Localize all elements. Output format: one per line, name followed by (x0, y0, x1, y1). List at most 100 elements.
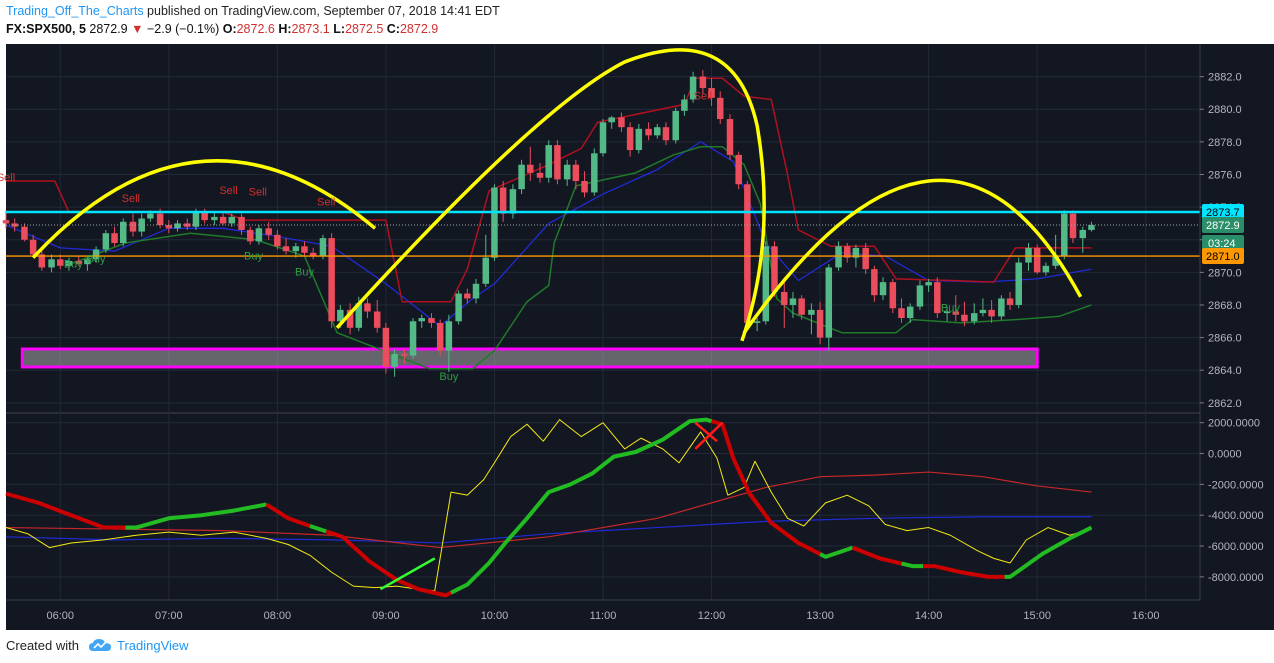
chart-canvas[interactable]: Sell Sell Sell Sell Sell Sell Buy Buy Buy Buy Buy B… (0, 40, 1274, 630)
candle-body (265, 228, 272, 235)
candle (681, 94, 688, 116)
high-label: H: (278, 22, 292, 36)
candle-body (581, 181, 588, 193)
candle (753, 318, 761, 332)
author-link[interactable]: Trading_Off_The_Charts (6, 4, 144, 18)
candle-body (672, 110, 679, 141)
signal-label: Sell (122, 193, 140, 205)
signal-label: Buy (244, 250, 263, 262)
candle (518, 159, 525, 195)
candle (762, 241, 770, 325)
candle (825, 264, 833, 351)
candle-body (825, 267, 833, 338)
candle (645, 122, 652, 141)
candle (92, 246, 100, 263)
candle-body (536, 172, 544, 178)
candle-body (319, 238, 327, 257)
candle (563, 159, 571, 186)
tradingview-link[interactable]: TradingView (117, 638, 189, 653)
candle (689, 71, 697, 103)
oscillator-main-line-segment (5, 491, 126, 530)
candle-body (455, 293, 462, 322)
oscillator-main-line-segment (125, 502, 267, 530)
yellow-arc-middle (335, 48, 766, 342)
candle (364, 298, 371, 319)
time-tick-label: 16:00 (1132, 610, 1160, 622)
down-arrow-icon: ▼ (131, 22, 144, 36)
candle-body (482, 257, 490, 284)
candle (591, 148, 598, 196)
oscillator-main-line-segment (450, 417, 713, 595)
candle (934, 277, 941, 319)
candle-body (445, 321, 453, 351)
time-tick-label: 10:00 (481, 610, 509, 622)
candle (57, 254, 64, 270)
time-tick-label: 07:00 (155, 610, 183, 622)
oscillator-red-ma (5, 471, 1092, 549)
time-axis-panel (6, 600, 1200, 630)
candle (527, 146, 534, 182)
candle-body (771, 246, 778, 292)
candle-body (228, 216, 236, 224)
candle-body (84, 259, 91, 265)
candle-body (1025, 247, 1032, 263)
symbol-label[interactable]: FX:SPX500, 5 (6, 22, 86, 36)
candle-body (843, 246, 851, 258)
candle-body (38, 254, 46, 268)
candle (716, 91, 724, 124)
oscillator-main-line-segment (309, 524, 327, 534)
countdown-label-bg (1202, 235, 1244, 252)
candle-body (328, 238, 335, 322)
candle-body (355, 303, 363, 328)
price-tick-label: 2880.0 (1208, 104, 1242, 116)
candle-body (491, 187, 498, 258)
candle-body (509, 189, 517, 214)
candle-body (726, 119, 734, 155)
price-tick-label: 2882.0 (1208, 72, 1242, 84)
candle-body (898, 308, 905, 319)
candle (11, 218, 18, 232)
candle (1025, 242, 1032, 271)
candle-body (1088, 225, 1095, 230)
candle-body (753, 321, 761, 323)
candle-body (789, 298, 797, 305)
candle (608, 115, 615, 129)
candle-body (689, 76, 697, 100)
osc-tick-label: -8000.0000 (1208, 572, 1264, 584)
candle (265, 221, 272, 240)
tradingview-cloud-icon (89, 639, 111, 651)
candle (925, 278, 932, 292)
candle (744, 181, 751, 330)
candle-body (184, 223, 191, 227)
candle (301, 241, 308, 257)
close-value: 2872.9 (399, 22, 439, 36)
candle (401, 349, 408, 364)
candle (309, 247, 317, 260)
price-tick-label: 2876.0 (1208, 169, 1242, 181)
candle-body (681, 99, 688, 111)
orange-level-label-bg (1202, 248, 1244, 265)
candle-body (192, 212, 200, 227)
candle (84, 257, 91, 271)
candle (29, 234, 37, 257)
oscillator-main-line-segment (923, 564, 1005, 579)
candle (1069, 210, 1077, 243)
candle-body (572, 164, 580, 182)
candle (436, 319, 444, 356)
oscillator-main-line-segment (901, 561, 924, 569)
candle-body (337, 309, 344, 322)
price-tick-label: 2878.0 (1208, 137, 1242, 149)
candle (346, 303, 354, 335)
candle-body (952, 311, 960, 315)
candle-body (906, 306, 914, 319)
candle (979, 298, 987, 317)
candle-body (1061, 213, 1068, 257)
candle (102, 229, 110, 253)
candle (319, 234, 327, 260)
candle (816, 301, 824, 345)
candle (48, 254, 55, 273)
candle (808, 303, 815, 335)
candle-body (282, 246, 290, 252)
candle-body (156, 213, 164, 226)
candle-body (472, 283, 480, 299)
